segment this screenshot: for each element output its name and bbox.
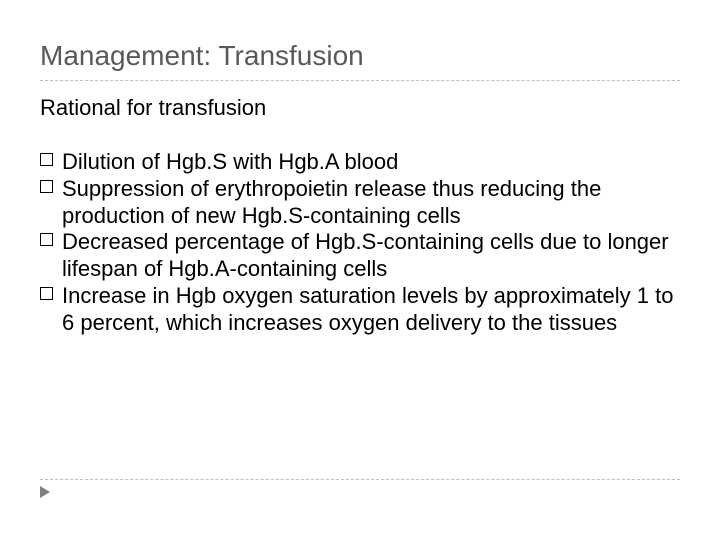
slide: Management: Transfusion Rational for tra… xyxy=(0,0,720,540)
slide-subtitle: Rational for transfusion xyxy=(40,95,680,121)
square-bullet-icon xyxy=(40,287,53,300)
slide-footer xyxy=(40,479,680,498)
arrow-right-icon xyxy=(40,486,50,498)
list-item-text: Increase in Hgb oxygen saturation levels… xyxy=(62,283,673,335)
square-bullet-icon xyxy=(40,180,53,193)
list-item: Decreased percentage of Hgb.S-containing… xyxy=(40,229,680,283)
list-item-text: Dilution of Hgb.S with Hgb.A blood xyxy=(62,149,398,174)
square-bullet-icon xyxy=(40,153,53,166)
list-item-text: Decreased percentage of Hgb.S-containing… xyxy=(62,229,669,281)
list-item: Suppression of erythropoietin release th… xyxy=(40,176,680,230)
title-divider xyxy=(40,80,680,81)
list-item: Increase in Hgb oxygen saturation levels… xyxy=(40,283,680,337)
list-item: Dilution of Hgb.S with Hgb.A blood xyxy=(40,149,680,176)
footer-divider xyxy=(40,479,680,480)
bullet-list: Dilution of Hgb.S with Hgb.A blood Suppr… xyxy=(40,149,680,337)
slide-title: Management: Transfusion xyxy=(40,40,680,72)
list-item-text: Suppression of erythropoietin release th… xyxy=(62,176,601,228)
square-bullet-icon xyxy=(40,233,53,246)
